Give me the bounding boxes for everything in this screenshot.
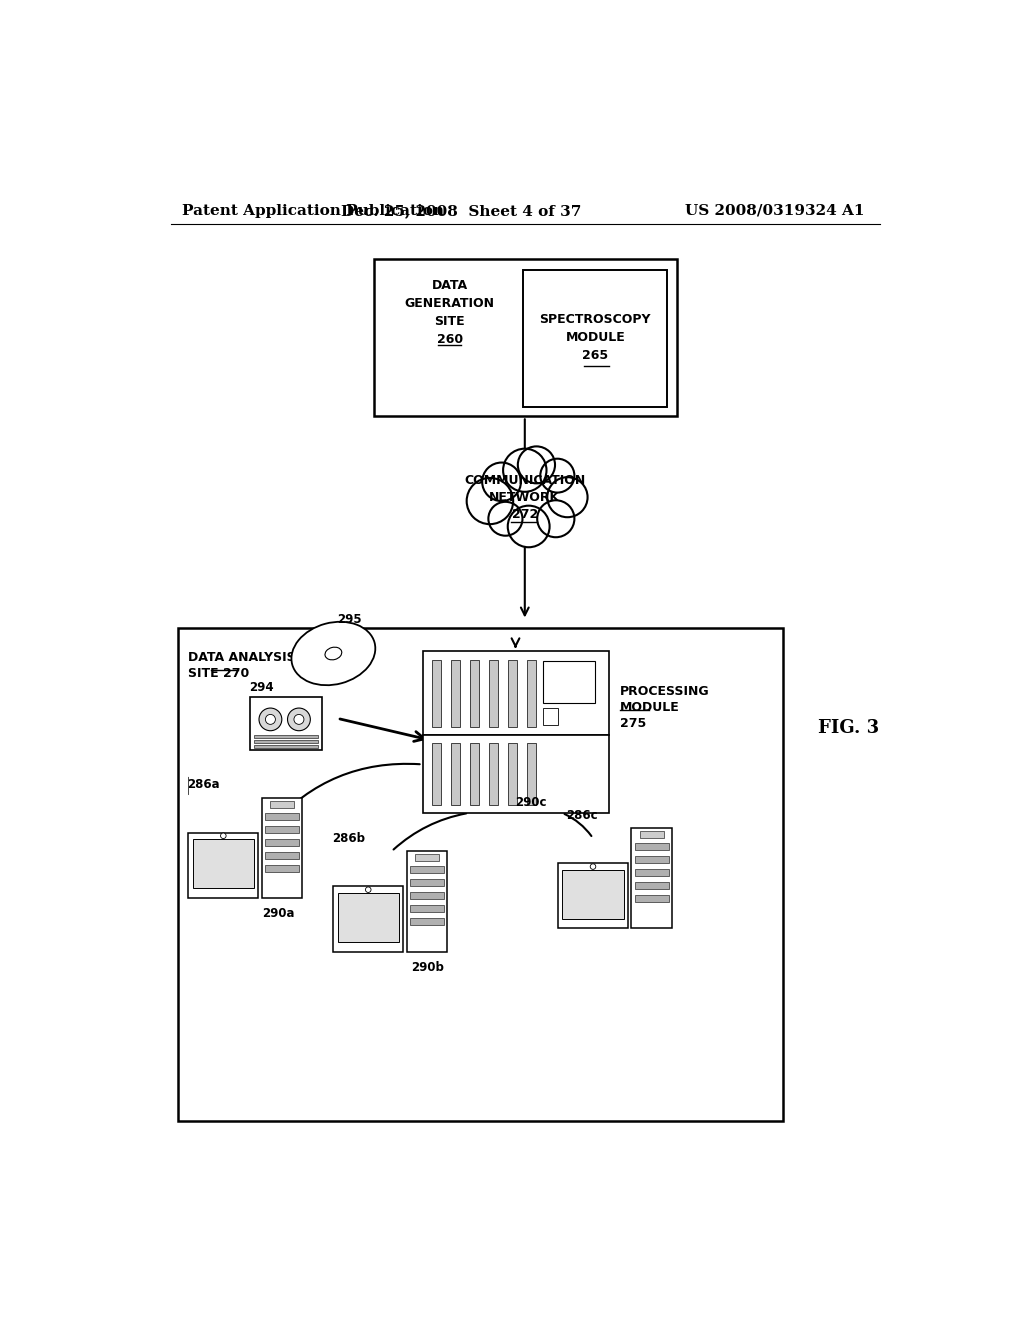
Circle shape: [538, 500, 574, 537]
Text: US 2008/0319324 A1: US 2008/0319324 A1: [685, 203, 864, 218]
Circle shape: [547, 478, 588, 517]
Bar: [508, 660, 517, 727]
Bar: [470, 660, 479, 727]
Bar: [640, 832, 664, 838]
Bar: [334, 887, 403, 952]
Bar: [508, 743, 517, 805]
Bar: [254, 744, 318, 747]
Bar: [635, 882, 669, 890]
Bar: [635, 857, 669, 863]
Bar: [635, 870, 669, 876]
Text: COMMUNICATION
NETWORK
272: COMMUNICATION NETWORK 272: [464, 474, 586, 520]
Circle shape: [366, 887, 371, 892]
Bar: [262, 797, 302, 898]
Text: Dec. 25, 2008  Sheet 4 of 37: Dec. 25, 2008 Sheet 4 of 37: [341, 203, 582, 218]
Bar: [562, 870, 624, 919]
Bar: [632, 829, 672, 928]
Circle shape: [294, 714, 304, 725]
Ellipse shape: [292, 622, 376, 685]
Bar: [544, 709, 558, 725]
Ellipse shape: [325, 647, 342, 660]
Bar: [423, 651, 608, 735]
Bar: [193, 840, 254, 888]
Bar: [488, 660, 499, 727]
Circle shape: [488, 502, 522, 536]
Circle shape: [220, 833, 226, 838]
Bar: [188, 833, 258, 898]
Bar: [178, 628, 783, 1121]
Bar: [415, 854, 439, 862]
Text: 294: 294: [249, 681, 273, 693]
Bar: [526, 743, 537, 805]
Bar: [254, 735, 318, 738]
Circle shape: [482, 462, 521, 502]
Bar: [410, 892, 444, 899]
Bar: [451, 660, 461, 727]
Bar: [254, 739, 318, 743]
Bar: [544, 661, 596, 704]
Text: 295: 295: [337, 614, 361, 627]
Circle shape: [518, 446, 555, 483]
Bar: [451, 743, 461, 805]
Text: Patent Application Publication: Patent Application Publication: [182, 203, 444, 218]
Text: DATA
GENERATION
SITE
260: DATA GENERATION SITE 260: [404, 279, 495, 346]
Ellipse shape: [486, 470, 563, 524]
Circle shape: [265, 714, 275, 725]
Circle shape: [259, 708, 282, 731]
Text: DATA ANALYSIS
SITE 270: DATA ANALYSIS SITE 270: [188, 651, 296, 680]
Bar: [432, 660, 441, 727]
Text: 286c: 286c: [566, 809, 597, 822]
Bar: [410, 879, 444, 887]
Bar: [526, 660, 537, 727]
Bar: [338, 892, 399, 941]
Text: 290b: 290b: [411, 961, 443, 974]
Circle shape: [503, 449, 547, 492]
Bar: [488, 743, 499, 805]
Circle shape: [508, 506, 550, 548]
Text: SPECTROSCOPY
MODULE
265: SPECTROSCOPY MODULE 265: [540, 313, 651, 362]
Text: 286a: 286a: [187, 779, 219, 792]
Bar: [432, 743, 441, 805]
Bar: [470, 743, 479, 805]
Circle shape: [288, 708, 310, 731]
Bar: [423, 735, 608, 813]
Bar: [410, 919, 444, 925]
Bar: [410, 866, 444, 874]
Bar: [265, 838, 299, 846]
Bar: [558, 863, 628, 928]
Bar: [635, 843, 669, 850]
Bar: [265, 851, 299, 858]
Bar: [265, 813, 299, 820]
Text: 290c: 290c: [515, 796, 547, 809]
Bar: [635, 895, 669, 903]
Circle shape: [590, 863, 596, 870]
Bar: [265, 865, 299, 871]
Text: FIG. 3: FIG. 3: [818, 719, 879, 737]
Bar: [251, 697, 322, 750]
Bar: [523, 271, 667, 407]
Bar: [265, 825, 299, 833]
Bar: [270, 800, 294, 808]
Circle shape: [467, 478, 513, 524]
Bar: [410, 906, 444, 912]
Text: 290a: 290a: [262, 907, 295, 920]
Bar: [407, 851, 447, 952]
Text: 286b: 286b: [332, 832, 365, 845]
Circle shape: [541, 458, 574, 492]
Text: PROCESSING
MODULE
275: PROCESSING MODULE 275: [621, 685, 710, 730]
Bar: [375, 259, 677, 416]
